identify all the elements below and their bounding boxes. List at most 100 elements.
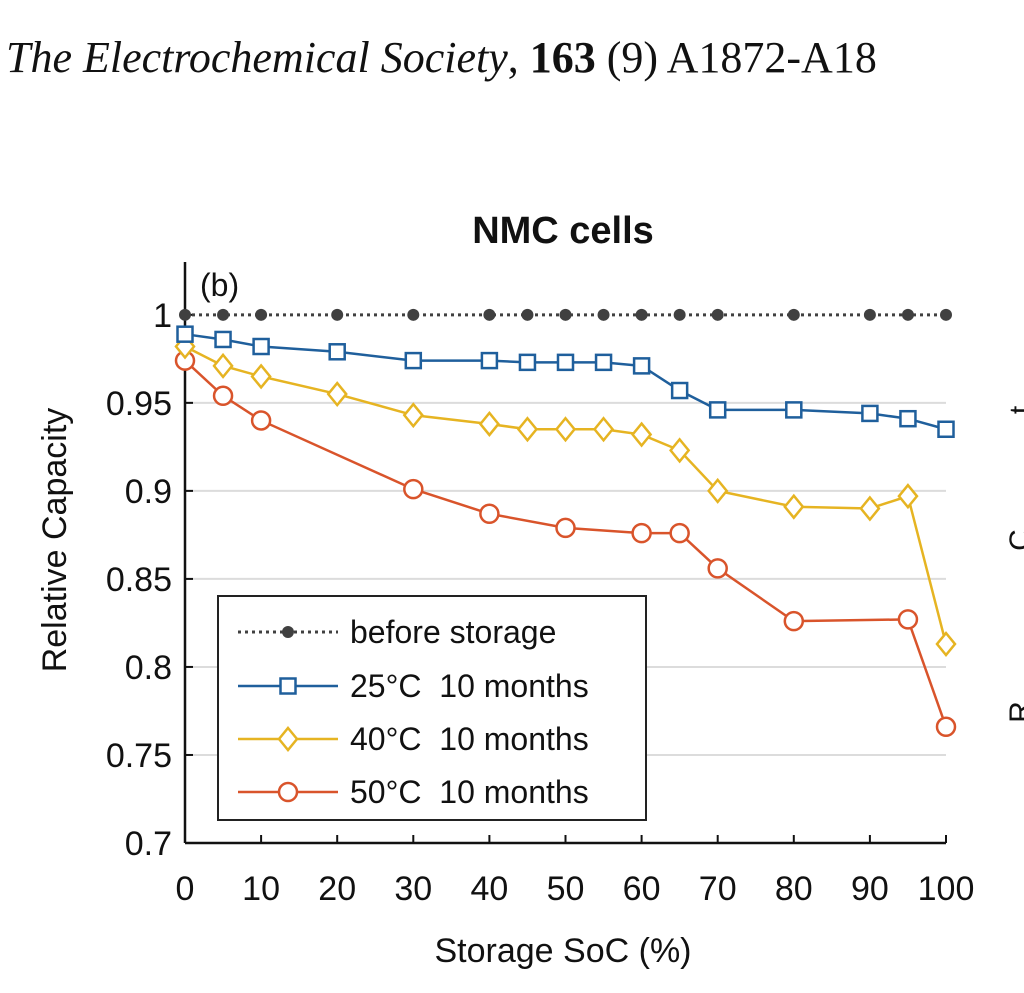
x-tick-label: 30	[394, 870, 432, 908]
series-line-diamond	[184, 345, 948, 645]
y-tick-label: 0.8	[125, 649, 172, 687]
data-point-square	[670, 381, 689, 400]
data-point-diamond	[277, 726, 299, 752]
data-point-diamond	[935, 631, 957, 658]
data-point-circle	[935, 716, 957, 738]
legend-label: 50°C 10 months	[350, 774, 589, 810]
x-axis-label: Storage SoC (%)	[435, 932, 692, 970]
data-point-dot	[901, 308, 914, 321]
data-point-diamond	[630, 421, 653, 448]
data-point-square	[404, 351, 423, 370]
data-point-square	[279, 677, 297, 695]
data-point-square	[518, 353, 537, 372]
data-point-dot	[282, 626, 294, 638]
chart-title: NMC cells	[472, 210, 654, 252]
data-point-square	[937, 420, 955, 439]
data-point-diamond	[707, 477, 729, 504]
data-point-square	[899, 409, 917, 428]
data-point-square	[861, 404, 879, 423]
data-point-square	[176, 325, 194, 343]
data-point-dot	[863, 308, 876, 321]
data-point-square	[556, 353, 575, 372]
data-series	[174, 308, 957, 738]
data-point-dot	[940, 308, 952, 321]
legend-label: before storage	[350, 614, 556, 650]
data-point-dot	[179, 308, 191, 321]
data-point-square	[632, 357, 651, 375]
y-tick-label: 1	[153, 297, 172, 335]
data-point-diamond	[250, 363, 272, 390]
axes: 0 10 20 30 40 50 60 70 80 90 100 0.7 0.75 0.8 0.85 0.9 0…	[106, 262, 975, 908]
y-tick-label: 0.75	[106, 737, 172, 775]
legend: before storage 25°C 10 months 40°C 10 mont…	[217, 595, 647, 821]
data-point-dot	[559, 308, 572, 321]
panel-label: (b)	[200, 267, 239, 303]
x-tick-label: 20	[318, 870, 356, 908]
data-point-square	[328, 343, 346, 361]
data-point-dot	[673, 308, 686, 321]
data-point-circle	[212, 385, 234, 407]
data-point-square	[214, 330, 232, 349]
series-line-square	[184, 332, 947, 431]
x-tick-label: 60	[623, 870, 661, 908]
data-point-square	[594, 353, 613, 372]
data-point-dot	[597, 308, 610, 321]
data-point-square	[480, 351, 499, 370]
data-point-dot	[255, 308, 268, 321]
x-tick-label: 80	[775, 870, 813, 908]
data-point-circle	[631, 522, 652, 544]
data-point-dot	[407, 308, 420, 321]
volume-number: 163	[529, 33, 596, 82]
data-point-dot	[217, 308, 230, 321]
data-point-circle	[669, 522, 690, 544]
journal-name: The Electrochemical Society	[6, 33, 508, 82]
x-tick-label: 70	[699, 870, 737, 908]
data-point-circle	[277, 781, 299, 803]
data-point-diamond	[478, 411, 501, 437]
y-tick-label: 0.85	[106, 561, 172, 599]
data-point-dot	[787, 308, 800, 321]
data-point-diamond	[516, 416, 539, 443]
data-point-diamond	[212, 352, 234, 379]
data-point-diamond	[783, 493, 805, 520]
next-panel-fragment-3: R	[1004, 701, 1024, 723]
data-point-dot	[521, 308, 534, 321]
x-tick-label: 10	[242, 870, 280, 908]
data-point-circle	[555, 517, 576, 539]
x-tick-label: 100	[918, 870, 975, 908]
legend-label: 40°C 10 months	[350, 721, 589, 757]
data-point-square	[785, 401, 803, 419]
data-point-diamond	[897, 483, 919, 510]
data-point-circle	[707, 558, 728, 579]
data-point-circle	[783, 610, 805, 632]
data-point-dot	[483, 308, 496, 321]
citation-header: The Electrochemical Society, 163 (9) A18…	[6, 32, 877, 83]
x-tick-label: 0	[176, 870, 195, 908]
legend-label: 25°C 10 months	[350, 668, 589, 704]
y-tick-label: 0.9	[125, 473, 172, 511]
next-panel-fragment-2: C	[1004, 529, 1024, 551]
data-point-diamond	[554, 416, 577, 443]
x-tick-label: 40	[470, 870, 508, 908]
data-point-diamond	[402, 402, 424, 429]
citation-separator: ,	[507, 33, 530, 82]
data-point-square	[708, 401, 727, 419]
issue-pages: (9) A1872-A18	[595, 33, 877, 82]
x-tick-label: 50	[547, 870, 585, 908]
data-point-circle	[479, 503, 500, 525]
data-point-dot	[331, 308, 344, 321]
data-point-diamond	[669, 437, 691, 464]
data-point-square	[252, 337, 270, 356]
x-tick-label: 90	[851, 870, 889, 908]
data-point-diamond	[326, 381, 348, 408]
y-tick-label: 0.95	[106, 385, 172, 423]
data-point-dot	[635, 308, 648, 321]
data-point-circle	[403, 478, 424, 500]
data-point-diamond	[592, 416, 615, 443]
data-point-diamond	[859, 495, 881, 522]
data-point-circle	[897, 609, 919, 630]
next-panel-fragment-1: t	[1004, 405, 1024, 414]
y-tick-label: 0.7	[125, 825, 172, 863]
data-point-circle	[250, 410, 272, 431]
